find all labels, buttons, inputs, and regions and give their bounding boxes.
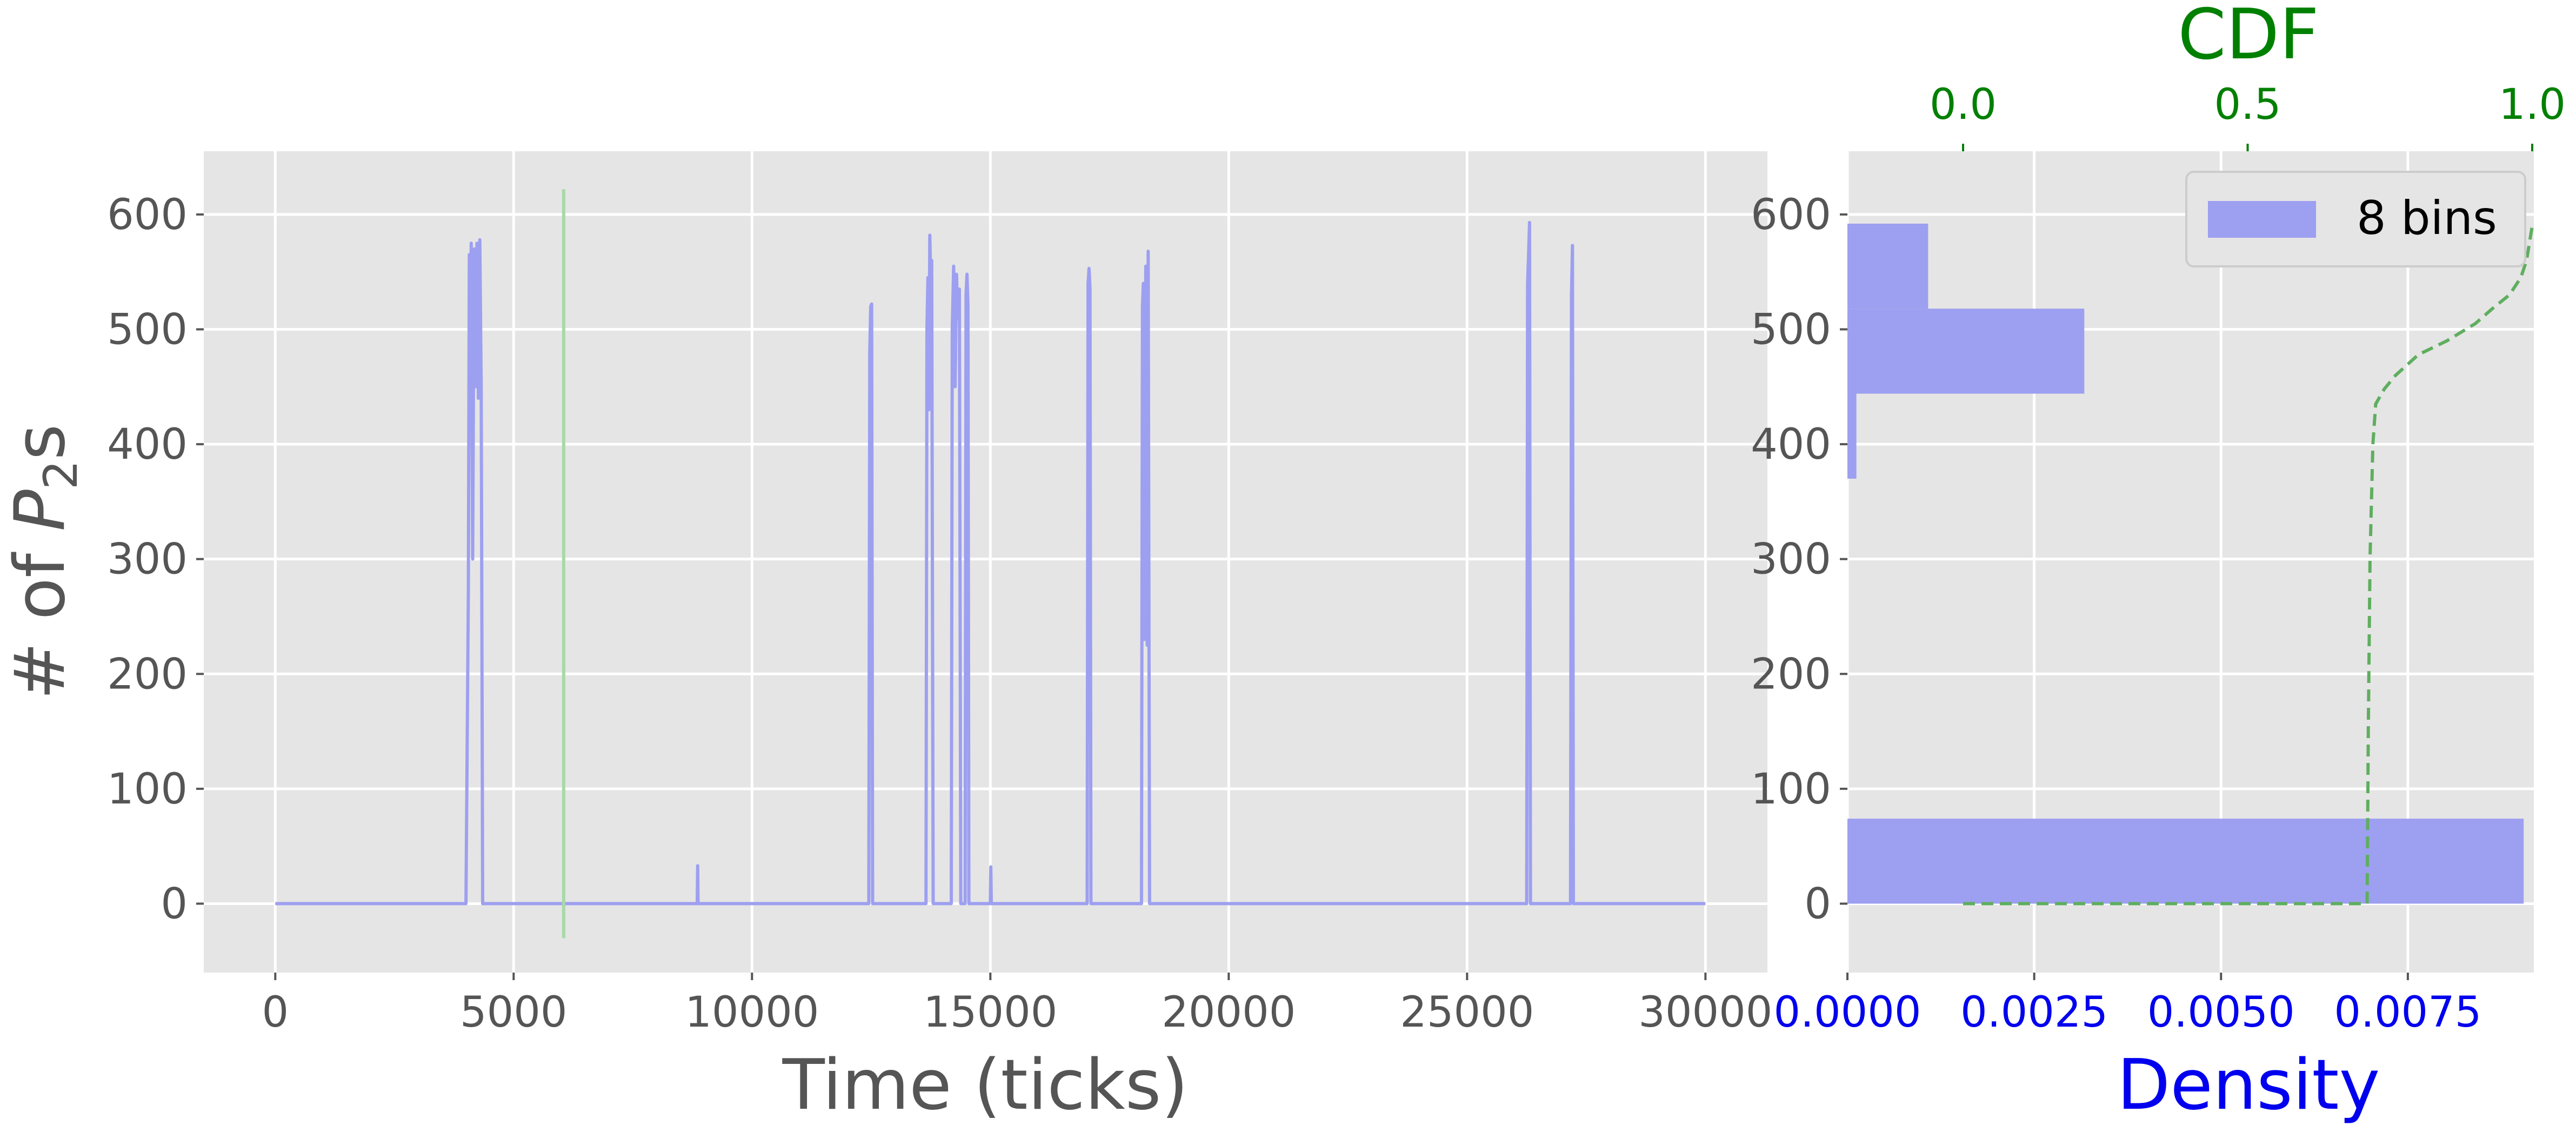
main-x-tick-label: 30000 bbox=[1638, 988, 1772, 1037]
main-y-tick-label: 400 bbox=[107, 420, 188, 469]
main-grid bbox=[196, 151, 1767, 980]
main-x-axis-label: Time (ticks) bbox=[782, 1045, 1189, 1125]
histogram-bar bbox=[1847, 223, 1928, 309]
main-y-tick-label: 300 bbox=[107, 535, 188, 584]
main-y-tick-label: 500 bbox=[107, 306, 188, 354]
histogram-y-tick-label: 500 bbox=[1751, 306, 1831, 354]
cdf-tick-labels: 0.0 0.5 1.0 bbox=[1930, 81, 2566, 151]
density-tick-label: 0.0050 bbox=[2147, 988, 2295, 1037]
main-y-axis-label: # of P2s bbox=[0, 424, 88, 700]
main-x-tick-label: 25000 bbox=[1400, 988, 1534, 1037]
density-axis-label: Density bbox=[2117, 1045, 2380, 1125]
histogram-bars bbox=[1847, 223, 2524, 904]
histogram-bar bbox=[1847, 309, 2085, 394]
main-x-tick-label: 20000 bbox=[1162, 988, 1296, 1037]
legend-label: 8 bins bbox=[2357, 191, 2497, 245]
cdf-tick-label: 1.0 bbox=[2499, 81, 2566, 129]
main-x-tick-label: 5000 bbox=[460, 988, 568, 1037]
histogram-y-tick-label: 100 bbox=[1751, 765, 1831, 814]
main-y-tick-label: 100 bbox=[107, 765, 188, 814]
main-y-tick-labels: 0 100 200 300 400 500 600 bbox=[107, 191, 188, 929]
histogram-bar bbox=[1847, 393, 1857, 479]
histogram-y-tick-label: 200 bbox=[1751, 650, 1831, 699]
cdf-tick-label: 0.0 bbox=[1930, 81, 1997, 129]
time-series-panel: 0 5000 10000 15000 20000 25000 30000 0 100 200 30… bbox=[0, 151, 1772, 1125]
cdf-line bbox=[1963, 225, 2534, 906]
main-x-tick-labels: 0 5000 10000 15000 20000 25000 30000 bbox=[262, 988, 1772, 1037]
cdf-tick-label: 0.5 bbox=[2214, 81, 2281, 129]
legend: 8 bins bbox=[2185, 171, 2526, 267]
histogram-y-tick-labels: 0 100 200 300 400 500 600 bbox=[1751, 191, 1831, 929]
main-x-tick-label: 10000 bbox=[685, 988, 819, 1037]
histogram-bar bbox=[1847, 819, 2524, 904]
main-x-tick-label: 15000 bbox=[923, 988, 1057, 1037]
density-tick-label: 0.0000 bbox=[1774, 988, 1921, 1037]
main-series-line-0 bbox=[275, 220, 1706, 906]
density-tick-label: 0.0075 bbox=[2334, 988, 2481, 1037]
main-y-tick-label: 200 bbox=[107, 650, 188, 699]
histogram-y-tick-label: 300 bbox=[1751, 535, 1831, 584]
histogram-y-tick-label: 400 bbox=[1751, 420, 1831, 469]
histogram-panel: 0.0000 0.0025 0.0050 0.0075 0 100 200 300 400 50… bbox=[1751, 0, 2566, 1125]
cdf-axis-label: CDF bbox=[2178, 0, 2319, 75]
legend-swatch bbox=[2208, 201, 2316, 238]
histogram-y-tick-label: 0 bbox=[1804, 880, 1831, 928]
main-series-group bbox=[275, 189, 1706, 939]
main-y-tick-label: 600 bbox=[107, 191, 188, 239]
main-plot-background bbox=[204, 151, 1767, 973]
main-y-tick-label: 0 bbox=[161, 880, 188, 928]
main-x-tick-label: 0 bbox=[262, 988, 289, 1037]
legend-frame bbox=[2185, 171, 2526, 267]
density-tick-labels: 0.0000 0.0025 0.0050 0.0075 bbox=[1774, 988, 2482, 1037]
density-tick-label: 0.0025 bbox=[1960, 988, 2108, 1037]
histogram-y-tick-label: 600 bbox=[1751, 191, 1831, 239]
